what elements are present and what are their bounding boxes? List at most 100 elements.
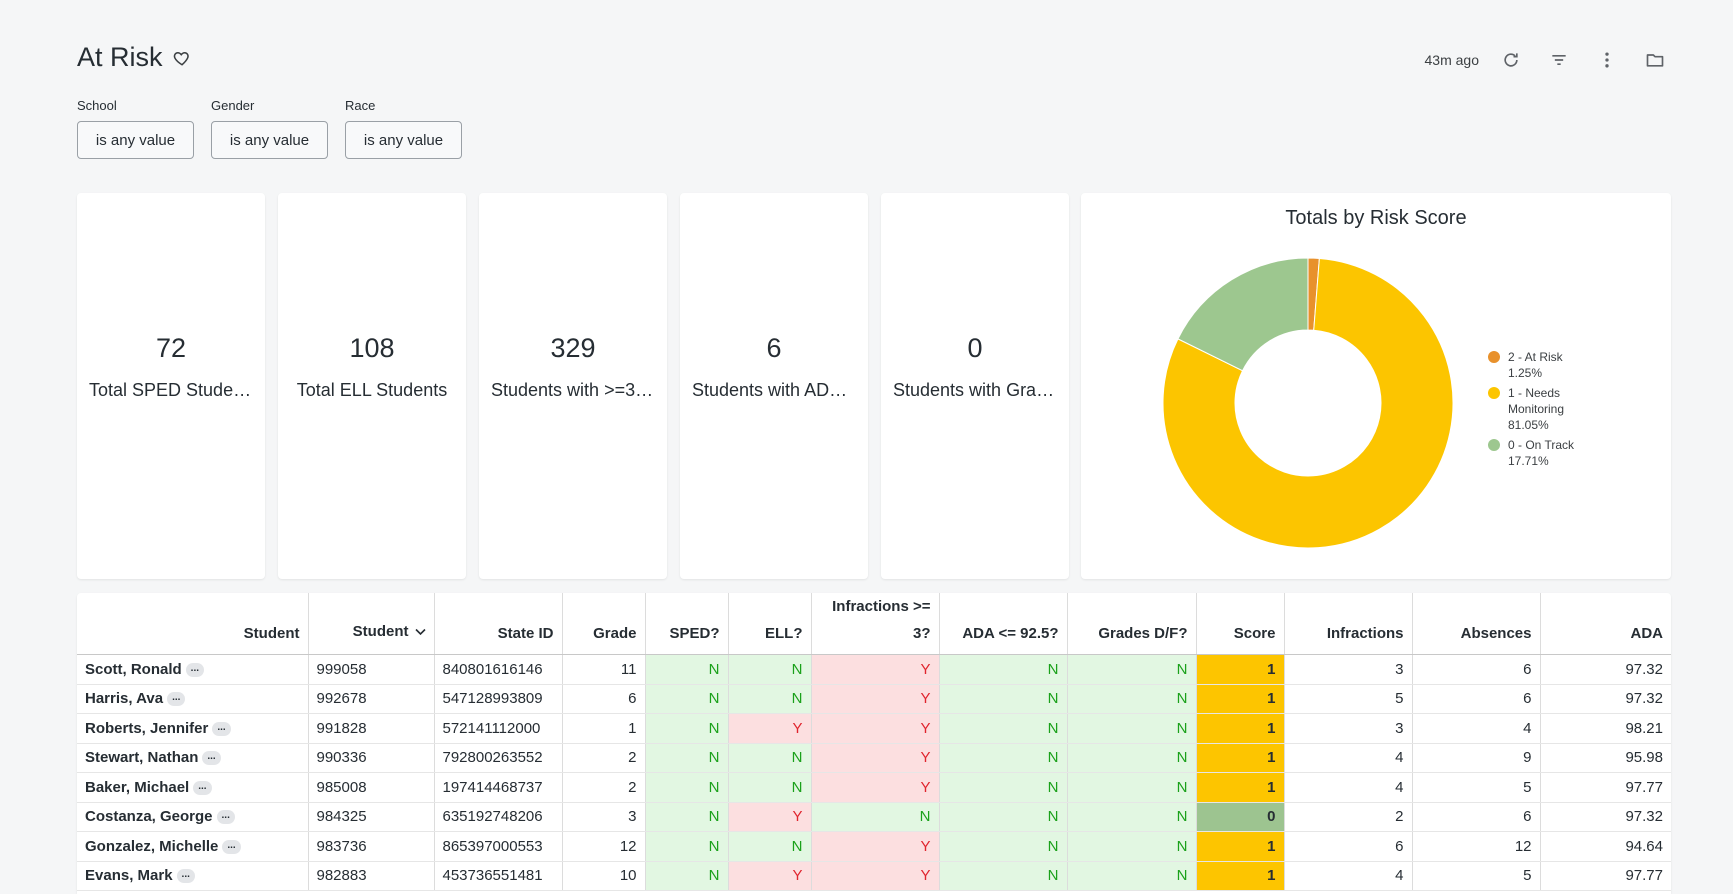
- table-row[interactable]: Baker, Michael... 985008 197414468737 2 N N Y N…: [77, 772, 1671, 803]
- table-row[interactable]: Gonzalez, Michelle... 983736 865397000553 1…: [77, 831, 1671, 862]
- filter-school: School is any value: [77, 98, 194, 159]
- table-cell: 3: [1284, 654, 1413, 685]
- column-header-grade-col[interactable]: Grade: [562, 593, 646, 655]
- kpi-tile-sped[interactable]: 72 Total SPED Students: [77, 193, 265, 579]
- table-cell: N: [1067, 684, 1197, 714]
- column-header-student-name-col[interactable]: Student: [77, 593, 309, 655]
- table-cell: Y: [728, 713, 812, 744]
- table-row[interactable]: Harris, Ava... 992678 547128993809 6 N N Y N N 1 5…: [77, 684, 1671, 714]
- table-cell: 983736: [308, 831, 435, 862]
- table-row[interactable]: Evans, Mark... 982883 453736551481 10 N Y Y N N 1…: [77, 861, 1671, 891]
- table-cell: N: [939, 654, 1068, 685]
- table-cell: N: [1067, 802, 1197, 832]
- dashboard-header: At Risk: [77, 42, 191, 73]
- filter-school-button[interactable]: is any value: [77, 121, 194, 159]
- column-header-ada-flag-col[interactable]: ADA <= 92.5?: [939, 593, 1068, 655]
- legend-item[interactable]: 0 - On Track 17.71%: [1488, 437, 1592, 469]
- table-cell: Y: [811, 713, 940, 744]
- row-more-button[interactable]: ...: [222, 839, 241, 854]
- column-header-sped-col[interactable]: SPED?: [645, 593, 729, 655]
- kpi-tile-infractions[interactable]: 329 Students with >=3 I...: [479, 193, 667, 579]
- legend-swatch: [1488, 351, 1500, 363]
- table-cell[interactable]: Roberts, Jennifer...: [77, 713, 309, 744]
- table-cell[interactable]: Baker, Michael...: [77, 772, 309, 803]
- kpi-tile-grades[interactable]: 0 Students with Grad...: [881, 193, 1069, 579]
- table-row[interactable]: Stewart, Nathan... 990336 792800263552 2 N N Y…: [77, 743, 1671, 773]
- donut-slice[interactable]: [1162, 257, 1454, 549]
- filter-icon[interactable]: [1543, 44, 1575, 76]
- table-cell: N: [939, 802, 1068, 832]
- filter-gender-button[interactable]: is any value: [211, 121, 328, 159]
- legend-label: 0 - On Track 17.71%: [1508, 438, 1575, 468]
- table-row[interactable]: Costanza, George... 984325 635192748206 3 N Y…: [77, 802, 1671, 832]
- row-more-button[interactable]: ...: [176, 869, 195, 884]
- favorite-heart-icon[interactable]: [173, 49, 191, 67]
- table-cell: N: [645, 743, 729, 773]
- table-cell: Y: [728, 861, 812, 891]
- column-header-grades-df-col[interactable]: Grades D/F?: [1067, 593, 1197, 655]
- row-more-button[interactable]: ...: [167, 692, 186, 707]
- row-more-button[interactable]: ...: [212, 721, 231, 736]
- kpi-tile-ell[interactable]: 108 Total ELL Students: [278, 193, 466, 579]
- table-row[interactable]: Scott, Ronald... 999058 840801616146 11 N N Y N…: [77, 654, 1671, 685]
- table-cell: 984325: [308, 802, 435, 832]
- table-cell: N: [939, 743, 1068, 773]
- table-cell: 3: [1284, 713, 1413, 744]
- table-cell: N: [1067, 831, 1197, 862]
- table-cell: 4: [1284, 861, 1413, 891]
- table-cell[interactable]: Scott, Ronald...: [77, 654, 309, 685]
- column-header-score-col[interactable]: Score: [1196, 593, 1285, 655]
- table-cell: 97.77: [1540, 772, 1671, 803]
- chart-title: Totals by Risk Score: [1285, 207, 1467, 229]
- table-cell: 10: [562, 861, 646, 891]
- dashboard-title: At Risk: [77, 42, 163, 72]
- table-cell: 11: [562, 654, 646, 685]
- filter-race: Race is any value: [345, 98, 462, 159]
- kpi-label: Total SPED Students: [89, 380, 253, 400]
- table-cell: 9: [1412, 743, 1541, 773]
- table-cell: N: [645, 684, 729, 714]
- table-cell: 2: [562, 772, 646, 803]
- legend-item[interactable]: 1 - Needs Monitoring 81.05%: [1488, 385, 1592, 433]
- table-cell: 97.77: [1540, 861, 1671, 891]
- table-cell[interactable]: Evans, Mark...: [77, 861, 309, 891]
- kpi-tile-ada[interactable]: 6 Students with ADA...: [680, 193, 868, 579]
- legend-item[interactable]: 2 - At Risk 1.25%: [1488, 349, 1592, 381]
- row-more-button[interactable]: ...: [185, 662, 205, 677]
- column-header-state-id-col[interactable]: State ID: [434, 593, 563, 655]
- table-cell[interactable]: Gonzalez, Michelle...: [77, 831, 309, 862]
- donut-slice[interactable]: [1177, 257, 1309, 372]
- table-cell[interactable]: Costanza, George...: [77, 802, 309, 832]
- column-header-infractions-flag-col[interactable]: Infractions >= 3?: [811, 593, 940, 655]
- table-cell: Y: [811, 861, 940, 891]
- folder-icon[interactable]: [1639, 44, 1671, 76]
- row-more-button[interactable]: ...: [216, 810, 235, 825]
- table-cell: 197414468737: [434, 772, 563, 803]
- sort-desc-icon[interactable]: [414, 620, 426, 647]
- table-cell[interactable]: Harris, Ava...: [77, 684, 309, 714]
- refresh-icon[interactable]: [1495, 44, 1527, 76]
- students-table: Student Student State ID Grade SPED? ELL? Infr…: [77, 593, 1671, 891]
- row-more-button[interactable]: ...: [202, 751, 221, 766]
- column-header-ada-col[interactable]: ADA: [1540, 593, 1671, 655]
- table-cell: N: [645, 861, 729, 891]
- column-header-absences-col[interactable]: Absences: [1412, 593, 1541, 655]
- column-header-student-id-col[interactable]: Student: [308, 593, 435, 655]
- more-vert-icon[interactable]: [1591, 44, 1623, 76]
- table-cell: N: [939, 861, 1068, 891]
- table-cell: N: [728, 654, 812, 685]
- column-header-infractions-col[interactable]: Infractions: [1284, 593, 1413, 655]
- table-cell: N: [728, 684, 812, 714]
- table-row[interactable]: Roberts, Jennifer... 991828 572141112000 1 N…: [77, 713, 1671, 744]
- table-cell: 2: [562, 743, 646, 773]
- filter-bar: School is any value Gender is any value …: [77, 98, 479, 159]
- filter-race-button[interactable]: is any value: [345, 121, 462, 159]
- table-cell: 5: [1412, 861, 1541, 891]
- table-cell: 6: [1284, 831, 1413, 862]
- column-header-ell-col[interactable]: ELL?: [728, 593, 812, 655]
- table-cell[interactable]: Stewart, Nathan...: [77, 743, 309, 773]
- table-cell: 2: [1284, 802, 1413, 832]
- row-more-button[interactable]: ...: [193, 780, 212, 795]
- students-table-tile: Student Student State ID Grade SPED? ELL? Infr…: [77, 593, 1671, 894]
- table-cell: Y: [728, 802, 812, 832]
